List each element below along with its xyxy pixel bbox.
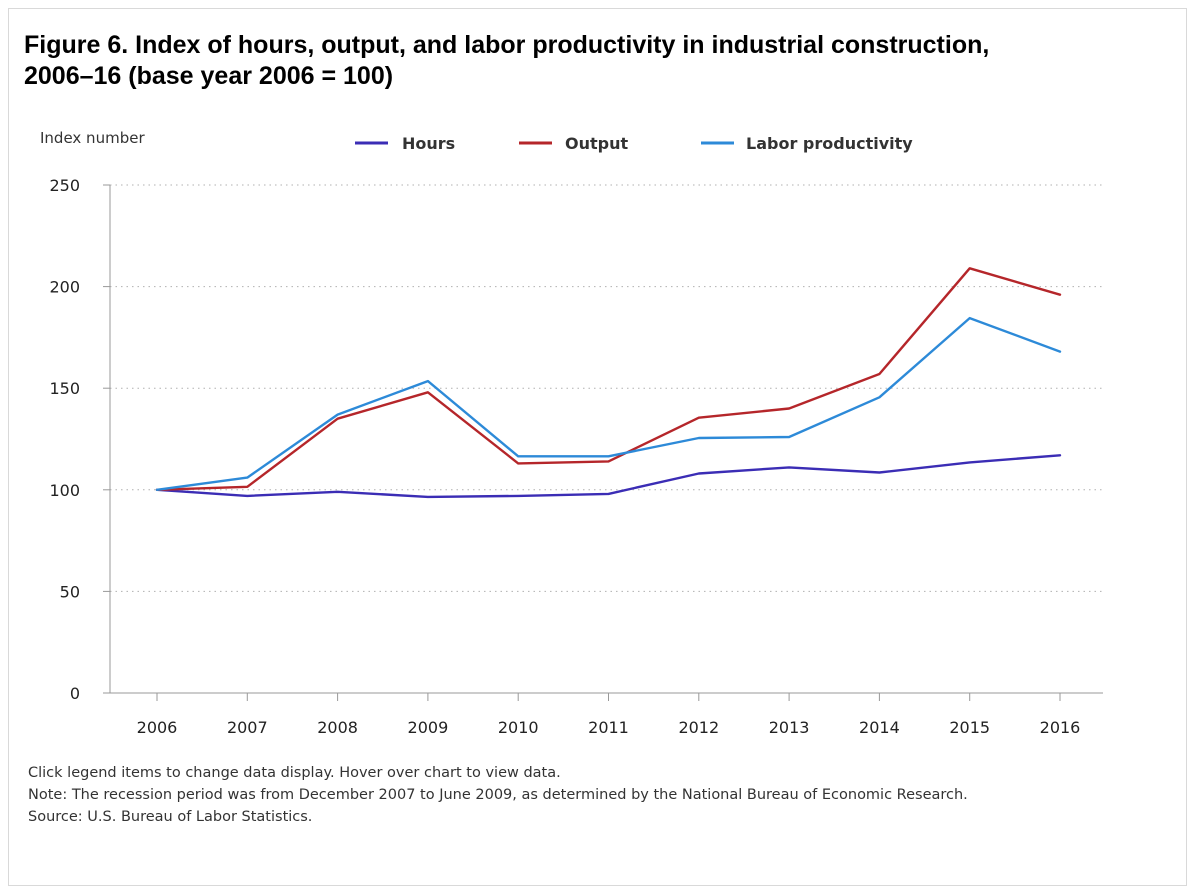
x-tick-label: 2008 — [317, 718, 358, 737]
legend-label-labor-productivity: Labor productivity — [746, 134, 913, 153]
x-tick-label: 2016 — [1040, 718, 1081, 737]
line-chart[interactable]: 0 50 100 150 200 250 2006 2007 2008 2009 2010 2011 2… — [0, 0, 1197, 760]
legend-label-hours: Hours — [402, 134, 455, 153]
legend-item-output[interactable]: Output — [519, 134, 628, 153]
chart-title: Figure 6. Index of hours, output, and la… — [24, 31, 990, 90]
y-tick-label: 150 — [49, 379, 80, 398]
legend-item-labor-productivity[interactable]: Labor productivity — [701, 134, 913, 153]
instruction-note: Click legend items to change data displa… — [28, 765, 561, 781]
y-tick-label: 100 — [49, 481, 80, 500]
x-tick-label: 2010 — [498, 718, 539, 737]
y-tick-label: 0 — [70, 684, 80, 703]
axes — [103, 184, 1103, 701]
chart-notes: Click legend items to change data displa… — [28, 762, 1158, 828]
legend-item-hours[interactable]: Hours — [355, 134, 455, 153]
series-line-output[interactable] — [155, 267, 1062, 491]
x-tick-label: 2007 — [227, 718, 268, 737]
y-tick-label: 250 — [49, 176, 80, 195]
grid-lines — [110, 184, 1103, 592]
y-tick-label: 200 — [49, 278, 80, 297]
x-tick-label: 2013 — [769, 718, 810, 737]
figure-frame — [8, 8, 1187, 886]
x-tick-label: 2006 — [137, 718, 178, 737]
recession-note: Note: The recession period was from Dece… — [28, 787, 968, 803]
x-tick-label: 2009 — [408, 718, 449, 737]
x-tick-label: 2015 — [949, 718, 990, 737]
x-tick-label: 2011 — [588, 718, 629, 737]
source-note: Source: U.S. Bureau of Labor Statistics. — [28, 809, 313, 825]
y-tick-label: 50 — [60, 582, 80, 601]
tick-labels: 0 50 100 150 200 250 2006 2007 2008 2009 2010 2011 2… — [49, 176, 1080, 737]
legend-label-output: Output — [565, 134, 628, 153]
y-axis-label: Index number — [40, 129, 145, 147]
series-line-hours[interactable] — [155, 454, 1062, 499]
series-line-labor-productivity[interactable] — [155, 316, 1062, 491]
series-lines[interactable] — [155, 267, 1062, 499]
x-tick-label: 2014 — [859, 718, 900, 737]
x-tick-label: 2012 — [678, 718, 719, 737]
legend[interactable]: Hours Output Labor productivity — [355, 134, 913, 153]
